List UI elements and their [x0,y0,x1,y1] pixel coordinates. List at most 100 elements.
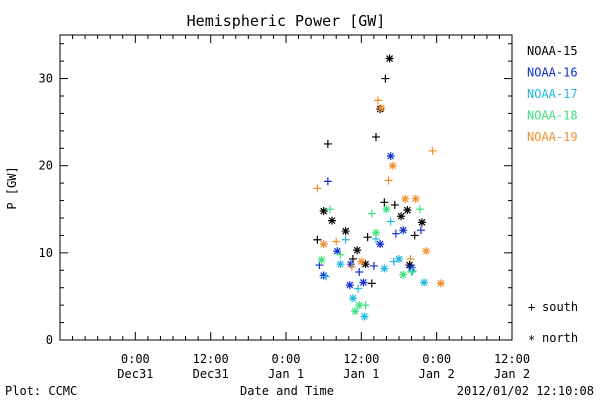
x-tick-label-time: 12:00 [494,352,530,366]
north-point [403,206,412,215]
y-tick-label: 0 [46,333,53,347]
x-tick-label-time: 0:00 [121,352,150,366]
north-point [351,307,360,316]
south-point [325,205,334,214]
x-tick-label-date: Jan 2 [419,367,455,381]
north-point [359,278,368,287]
south-point [336,250,345,259]
north-point [345,281,354,290]
series-noaa-19 [313,96,445,288]
north-point [319,240,328,249]
south-point [355,268,364,277]
x-tick-label-date: Dec31 [117,367,153,381]
north-point [422,247,431,256]
south-point [408,267,417,276]
series-noaa-15 [313,54,427,288]
north-point [353,246,362,255]
legend-entry-noaa-15: NOAA-15 [527,44,578,58]
north-point [401,194,410,203]
south-point [428,146,437,155]
south-point [323,177,332,186]
x-tick-label-time: 0:00 [272,352,301,366]
legend-entry-noaa-19: NOAA-19 [527,130,578,144]
north-legend-label: north [542,331,578,345]
north-point [317,255,326,264]
south-point [380,198,389,207]
north-point [355,301,364,310]
south-point [416,226,425,235]
north-point [341,227,350,236]
south-legend-label: south [542,300,578,314]
north-point [333,247,342,256]
south-point [321,272,330,281]
legend: NOAA-15 NOAA-16 NOAA-17 NOAA-18 NOAA-19 [527,44,578,144]
legend-entry-noaa-18: NOAA-18 [527,109,578,123]
north-point [319,271,328,280]
south-point [341,235,350,244]
north-point [418,218,427,227]
series-noaa-17 [321,217,429,321]
north-point [328,216,337,225]
x-tick-label-date: Dec31 [193,367,229,381]
south-point [374,96,383,105]
south-point [313,184,322,193]
south-point [406,254,415,263]
south-point [369,261,378,270]
south-point [367,209,376,218]
south-point [410,231,419,240]
north-point [376,240,385,249]
x-tick-label-time: 12:00 [343,352,379,366]
south-point [323,139,332,148]
south-point [313,235,322,244]
south-point [384,176,393,185]
x-tick-label-date: Jan 1 [343,367,379,381]
south-point [415,205,424,214]
north-point [386,152,395,161]
south-point [354,284,363,293]
north-point [377,104,386,113]
south-point [381,74,390,83]
data-markers [313,54,445,321]
x-tick-label-time: 0:00 [422,352,451,366]
north-point [319,207,328,216]
south-point [390,200,399,209]
x-tick-label-date: Jan 2 [494,367,530,381]
south-point [347,262,356,271]
north-point [407,263,416,272]
north-point [371,228,380,237]
north-point [420,278,429,287]
south-legend-symbol: + [528,300,535,314]
x-axis-label: Date and Time [240,384,334,398]
south-point [391,229,400,238]
north-point [385,54,394,63]
x-tick-label-time: 12:00 [193,352,229,366]
north-point [360,312,369,321]
north-point [346,260,355,269]
north-point [357,257,366,266]
series-noaa-16 [315,152,425,290]
south-point [363,233,372,242]
chart-title: Hemispheric Power [GW] [187,12,386,30]
south-point [332,237,341,246]
y-tick-label: 20 [39,159,53,173]
y-axis: 0 10 20 30 [39,43,512,347]
north-point [397,212,406,221]
legend-entry-noaa-16: NOAA-16 [527,66,578,80]
marker-legend: + south * north [528,300,578,347]
north-point [399,270,408,279]
north-point [395,254,403,263]
north-point [348,294,357,303]
north-point [361,260,370,269]
y-tick-label: 30 [39,72,53,86]
south-point [386,217,395,226]
south-point [389,257,398,266]
plot-timestamp: 2012/01/02 12:10:08 [457,384,594,398]
north-point [380,264,389,273]
north-point [336,260,345,269]
north-legend-symbol: * [528,333,535,347]
south-point [407,268,416,277]
north-point [411,194,420,203]
north-point [399,226,408,235]
